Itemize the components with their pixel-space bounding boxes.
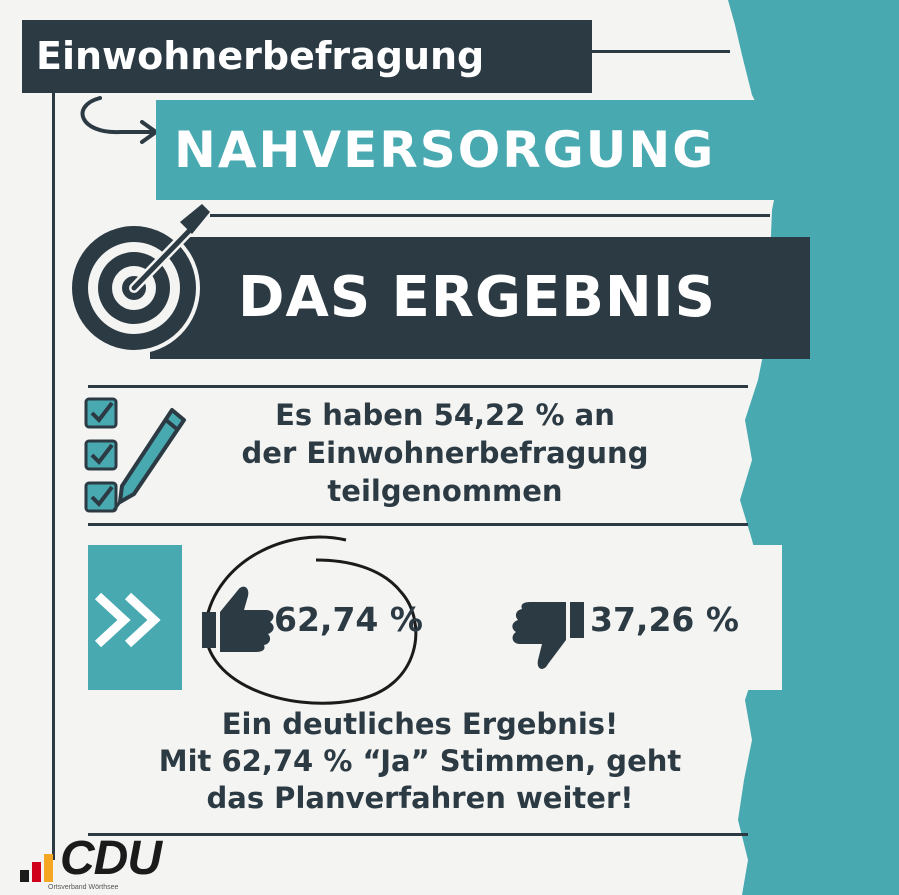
participation-line-1: Es haben 54,22 % an bbox=[275, 398, 615, 432]
vote-panel bbox=[182, 545, 782, 690]
logo-subtext: Ortsverband Wörthsee bbox=[48, 884, 119, 891]
checklist-icon bbox=[84, 397, 118, 513]
yes-percent: 62,74 % bbox=[274, 600, 423, 639]
target-icon bbox=[68, 204, 210, 354]
conclusion-line-3: das Planverfahren weiter! bbox=[206, 781, 634, 815]
divider-4 bbox=[88, 833, 748, 836]
logo-bars-icon bbox=[20, 854, 53, 882]
divider-3 bbox=[88, 523, 748, 526]
pen-icon bbox=[112, 408, 186, 511]
left-rule bbox=[52, 90, 55, 860]
participation-line-3: teilgenommen bbox=[327, 474, 563, 508]
topic-title: NAHVERSORGUNG bbox=[156, 100, 796, 200]
header-title: Einwohnerbefragung bbox=[22, 20, 592, 93]
no-percent: 37,26 % bbox=[590, 600, 739, 639]
participation-line-2: der Einwohnerbefragung bbox=[241, 436, 649, 470]
participation-text: Es haben 54,22 % an der Einwohnerbefragu… bbox=[170, 396, 720, 510]
curved-arrow-icon bbox=[80, 96, 158, 144]
divider-2 bbox=[88, 385, 748, 388]
conclusion-line-2: Mit 62,74 % “Ja” Stimmen, geht bbox=[158, 744, 682, 778]
conclusion-line-1: Ein deutliches Ergebnis! bbox=[221, 707, 619, 741]
thumbs-up-icon bbox=[202, 586, 274, 652]
thumbs-down-icon bbox=[512, 602, 584, 669]
chevron-double-right-icon bbox=[94, 592, 161, 648]
divider-1 bbox=[210, 214, 770, 217]
divider-top bbox=[560, 50, 730, 53]
highlight-circle bbox=[204, 535, 418, 705]
logo-text: CDU bbox=[60, 832, 162, 885]
result-title: DAS ERGEBNIS bbox=[150, 237, 810, 359]
conclusion-text: Ein deutliches Ergebnis! Mit 62,74 % “Ja… bbox=[120, 706, 720, 817]
